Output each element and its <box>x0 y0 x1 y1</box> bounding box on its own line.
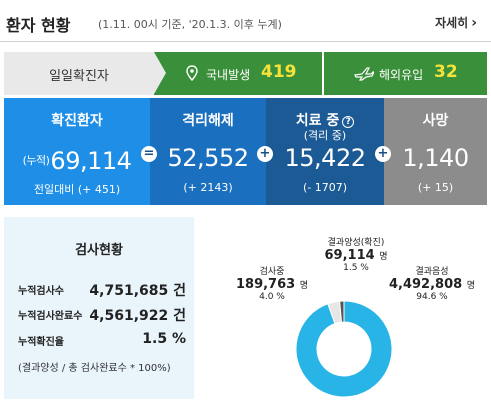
plus-operator-icon: + <box>375 146 391 162</box>
positive-unit: 명 <box>379 252 388 262</box>
stat-confirmed-value: 69,114 <box>50 147 132 175</box>
donut-slice-positive <box>339 300 345 323</box>
stat-deaths-value: 1,140 <box>402 144 469 172</box>
negative-value-line: 4,492,808 명 <box>380 277 484 292</box>
negative-unit: 명 <box>466 281 475 291</box>
stat-deaths-label: 사망 <box>422 113 449 129</box>
stat-deaths: 사망 1,140 (+ 15) <box>384 98 487 205</box>
airplane-icon <box>354 67 374 81</box>
header: 환자 현황 (1.11. 00시 기준, '20.1.3. 이후 누계) 자세히 <box>0 0 491 42</box>
stat-released-label: 격리해제 <box>182 113 234 129</box>
daily-confirmed-label-box: 일일확진자 <box>4 52 154 95</box>
test-status-section: 검사현황 누적검사수 4,751,685 건 누적검사완료수 4,561,922… <box>4 217 487 399</box>
stat-treating-label-wrap: 치료 중? <box>266 110 384 130</box>
stat-confirmed: 확진환자 (누적)69,114 전일대비 (+ 451) <box>4 98 150 205</box>
daily-confirmed-label: 일일확진자 <box>49 69 109 84</box>
location-pin-icon <box>186 65 198 81</box>
stat-deaths-change: (+ 15) <box>417 181 454 194</box>
testing-value-line: 189,763 명 <box>232 277 312 292</box>
daily-confirmed-bar: 일일확진자 국내발생 419 해외유입 32 <box>4 52 487 95</box>
stat-treating-change: (- 1707) <box>302 181 348 194</box>
chart-label-testing: 검사중 189,763 명 4.0 % <box>232 264 312 302</box>
stat-treating-value: 15,422 <box>284 144 366 172</box>
testing-unit: 명 <box>299 281 309 291</box>
test-row-key: 누적확진율 <box>18 337 64 348</box>
testing-pct: 4.0 % <box>259 292 285 302</box>
stat-released: 격리해제 52,552 (+ 2143) <box>150 98 266 205</box>
overseas-label: 해외유입 <box>379 68 424 82</box>
arrow-shape <box>154 52 166 94</box>
stat-released-change: (+ 2143) <box>183 181 233 194</box>
page-title: 환자 현황 <box>6 16 71 35</box>
stat-confirmed-label: 확진환자 <box>51 113 103 129</box>
test-row-key: 누적검사수 <box>18 286 64 297</box>
stats-row: 확진환자 (누적)69,114 전일대비 (+ 451) 격리해제 52,552… <box>4 98 487 205</box>
test-row-value: 4,561,922 건 <box>89 308 186 324</box>
test-row-value: 1.5 % <box>142 331 186 347</box>
stat-released-value: 52,552 <box>167 144 249 172</box>
stat-treating-label: 치료 중 <box>295 113 340 129</box>
stat-treating-sub: (격리 중) <box>303 129 347 142</box>
positive-pct: 1.5 % <box>343 263 369 273</box>
cumulative-prefix: (누적) <box>22 154 50 167</box>
test-row-value: 4,751,685 건 <box>89 283 186 299</box>
stat-treating: 치료 중? (격리 중) 15,422 (- 1707) <box>266 98 384 205</box>
test-status-panel: 검사현황 누적검사수 4,751,685 건 누적검사완료수 4,561,922… <box>4 217 194 399</box>
testing-name: 검사중 <box>259 267 285 277</box>
overseas-value: 32 <box>434 62 458 82</box>
help-icon[interactable]: ? <box>342 116 355 128</box>
negative-name: 결과음성 <box>415 267 449 277</box>
overseas-pill: 해외유입 32 <box>324 52 487 95</box>
positive-name: 결과양성(확진) <box>327 238 385 248</box>
test-row-key: 누적검사완료수 <box>18 311 83 322</box>
detail-link[interactable]: 자세히 <box>435 14 477 31</box>
equals-operator-icon: = <box>141 146 157 162</box>
test-status-note: (결과양성 / 총 검사완료수 * 100%) <box>18 363 171 374</box>
domestic-value: 419 <box>261 62 297 82</box>
page-subtitle: (1.11. 00시 기준, '20.1.3. 이후 누계) <box>98 18 282 31</box>
test-result-chart-panel: 결과양성(확진) 69,114 명 1.5 % 검사중 189,763 명 4.… <box>194 217 487 399</box>
domestic-label: 국내발생 <box>206 68 251 82</box>
stat-confirmed-value-wrap: (누적)69,114 <box>4 147 150 175</box>
chart-label-positive: 결과양성(확진) 69,114 명 1.5 % <box>306 235 406 273</box>
positive-value-line: 69,114 명 <box>306 248 406 263</box>
domestic-pill: 국내발생 419 <box>154 52 322 95</box>
chart-label-negative: 결과음성 4,492,808 명 94.6 % <box>380 264 484 302</box>
donut-slice-negative <box>295 300 393 398</box>
negative-pct: 94.6 % <box>416 292 448 302</box>
stat-confirmed-change: 전일대비 (+ 451) <box>33 183 121 196</box>
negative-value: 4,492,808 <box>388 277 463 292</box>
test-result-donut-chart <box>295 300 393 398</box>
test-status-title: 검사현황 <box>75 243 123 258</box>
positive-value: 69,114 <box>324 248 375 263</box>
plus-operator-icon: + <box>257 146 273 162</box>
testing-value: 189,763 <box>235 277 296 292</box>
